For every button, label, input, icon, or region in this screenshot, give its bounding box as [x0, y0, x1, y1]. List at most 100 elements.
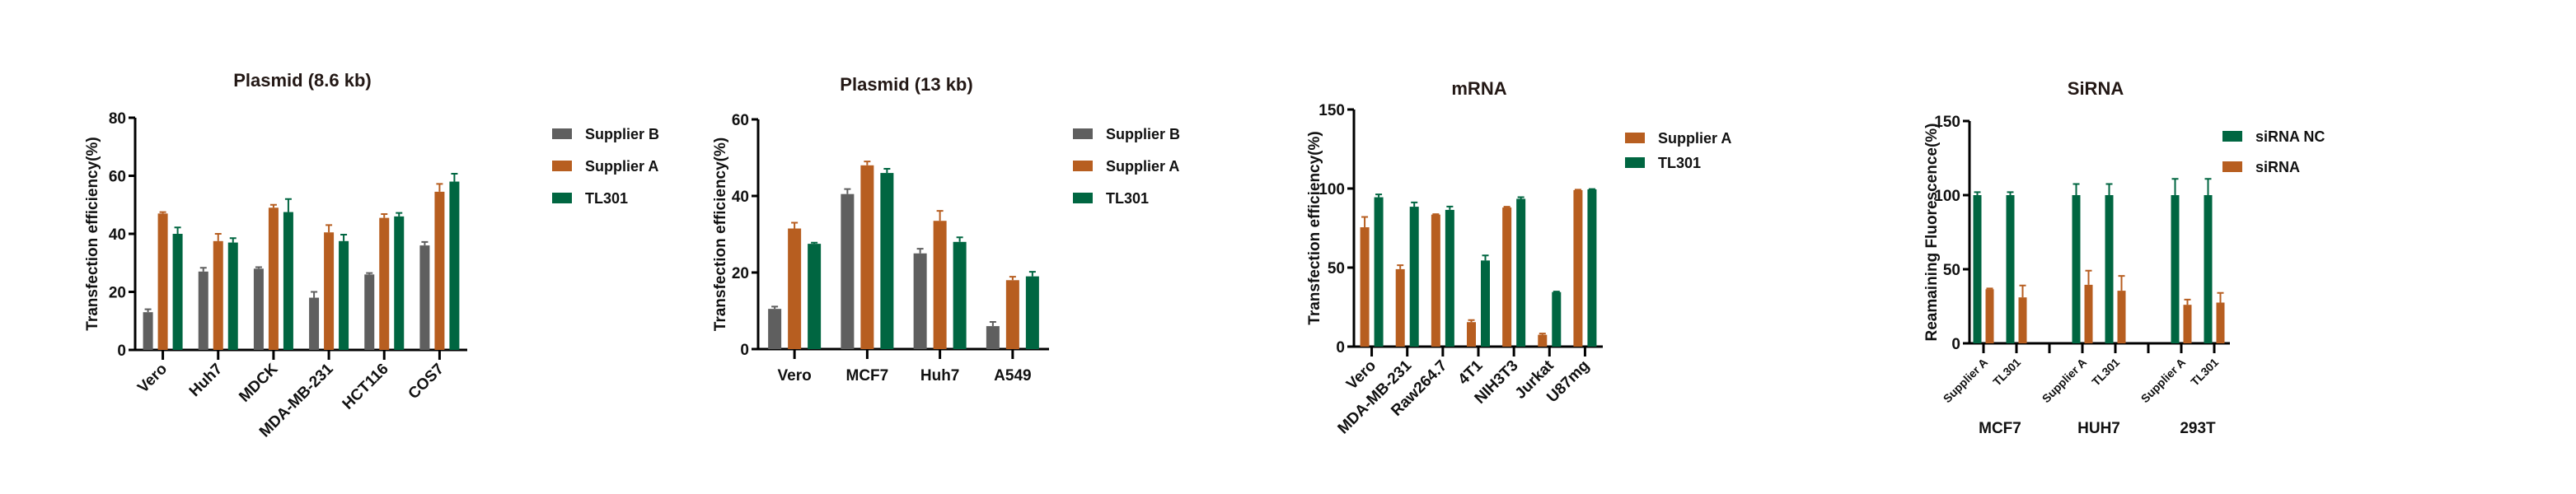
- error-bar: [844, 188, 851, 194]
- error-bar: [2118, 275, 2125, 291]
- error-bar: [1009, 276, 1016, 281]
- chart-2: Plasmid (13 kb) Transfection efficiency(%…: [712, 74, 1180, 384]
- legend-swatch: [2222, 161, 2242, 172]
- error-bar: [284, 198, 292, 212]
- legend-swatch: [552, 161, 572, 171]
- bar-tl301: [953, 241, 967, 349]
- y-tick-label: 0: [1336, 339, 1345, 357]
- bar-sirna: [2117, 291, 2126, 343]
- bar-supplier-a: [1573, 189, 1583, 347]
- error-bar: [229, 237, 237, 243]
- chart-1: Plasmid (8.6 kb) Transfection efficiency(…: [84, 70, 659, 440]
- bar-supplier-b: [198, 271, 208, 350]
- legend-label: Supplier A: [1106, 158, 1179, 175]
- y-tick-label: 20: [109, 285, 126, 302]
- bar-tl301: [449, 181, 460, 350]
- bar-supplier-b: [309, 297, 320, 350]
- bar-supplier-a: [1431, 214, 1440, 347]
- x-tick-label: Huh7: [920, 367, 960, 384]
- legend-swatch: [2222, 131, 2242, 142]
- error-bar: [2019, 284, 2026, 298]
- bar-tl301: [394, 216, 405, 350]
- bar-tl301: [1587, 189, 1597, 347]
- bar-supplier-a: [1538, 334, 1548, 347]
- bar-sirna-nc: [1973, 195, 1982, 343]
- legend-swatch: [1073, 128, 1093, 139]
- y-tick-label: 80: [109, 110, 126, 128]
- error-bar: [956, 236, 963, 242]
- x-tick-label: MDCK: [236, 360, 281, 405]
- y-tick-label: 150: [1318, 102, 1345, 119]
- bar-tl301: [227, 242, 238, 350]
- error-bar: [255, 266, 262, 269]
- error-bar: [199, 267, 207, 272]
- bar-supplier-b: [419, 245, 430, 350]
- bar-supplier-a: [157, 213, 168, 350]
- bar-supplier-a: [788, 228, 802, 349]
- bar-tl301: [172, 234, 183, 350]
- bar-tl301: [1445, 209, 1454, 347]
- bar-tl301: [1481, 260, 1490, 347]
- bar-supplier-a: [379, 217, 390, 350]
- bar-supplier-a: [1395, 268, 1405, 347]
- error-bar: [2171, 178, 2179, 195]
- bar-tl301: [283, 212, 293, 350]
- error-bar: [1974, 191, 1981, 195]
- legend-swatch: [1073, 161, 1093, 171]
- x-tick-label: Vero: [778, 367, 812, 384]
- error-bar: [2184, 298, 2191, 305]
- bar-supplier-b: [986, 326, 1000, 349]
- legend-label: Supplier A: [585, 158, 658, 175]
- error-bar: [421, 240, 429, 246]
- y-tick-label: 100: [1318, 181, 1345, 198]
- bar-tl301: [808, 244, 822, 349]
- y-tick-label: 0: [117, 343, 126, 360]
- error-bar: [1482, 254, 1489, 261]
- legend-swatch: [1625, 157, 1645, 168]
- bar-supplier-a: [1502, 207, 1512, 347]
- x-tick-label: HCT116: [340, 361, 392, 413]
- error-bar: [326, 224, 333, 233]
- error-bar: [1397, 264, 1404, 269]
- bar-tl301: [1516, 198, 1526, 347]
- error-bar: [1411, 201, 1418, 207]
- error-bar: [269, 203, 277, 208]
- bar-supplier-b: [913, 253, 927, 349]
- bar-tl301: [1552, 291, 1562, 347]
- error-bar: [214, 233, 222, 241]
- bar-tl301: [1409, 207, 1419, 347]
- bar-sirna-nc: [2204, 195, 2213, 343]
- error-bar: [1986, 287, 1993, 290]
- error-bar: [1432, 213, 1440, 216]
- y-tick-label: 40: [732, 189, 749, 206]
- error-bar: [2105, 183, 2113, 195]
- bar-tl301: [880, 173, 894, 349]
- error-bar: [791, 221, 799, 229]
- bar-supplier-a: [213, 240, 223, 350]
- x-tick-label: TL301: [1990, 356, 2023, 389]
- chart-4: SiRNA Reamaining Fluorescence(%) 0 50 100 150…: [1923, 78, 2325, 437]
- legend-swatch: [1073, 193, 1093, 203]
- legend-label: TL301: [585, 190, 628, 207]
- y-tick-label: 40: [109, 226, 126, 244]
- y-axis-label: Reamaining Fluorescence(%): [1923, 123, 1941, 341]
- error-bar: [311, 291, 318, 298]
- y-tick-label: 60: [109, 169, 126, 186]
- error-bar: [1517, 196, 1525, 199]
- bar-supplier-b: [253, 268, 264, 350]
- error-bar: [771, 305, 779, 310]
- bar-supplier-a: [1467, 322, 1476, 347]
- error-bar: [1446, 205, 1454, 210]
- bar-tl301: [1374, 197, 1384, 347]
- group-label: MCF7: [1979, 420, 2021, 437]
- y-axis-label: Transfection efficiency(%): [1306, 131, 1323, 324]
- legend-label: Supplier B: [585, 126, 659, 142]
- bar-supplier-a: [324, 232, 335, 350]
- x-tick-label: A549: [994, 367, 1031, 384]
- chart-title: Plasmid (13 kb): [840, 74, 972, 95]
- x-tick-label: TL301: [2089, 356, 2122, 389]
- legend-swatch: [1625, 133, 1645, 143]
- bar-sirna: [2216, 302, 2225, 343]
- x-tick-label: Supplier A: [2138, 356, 2188, 405]
